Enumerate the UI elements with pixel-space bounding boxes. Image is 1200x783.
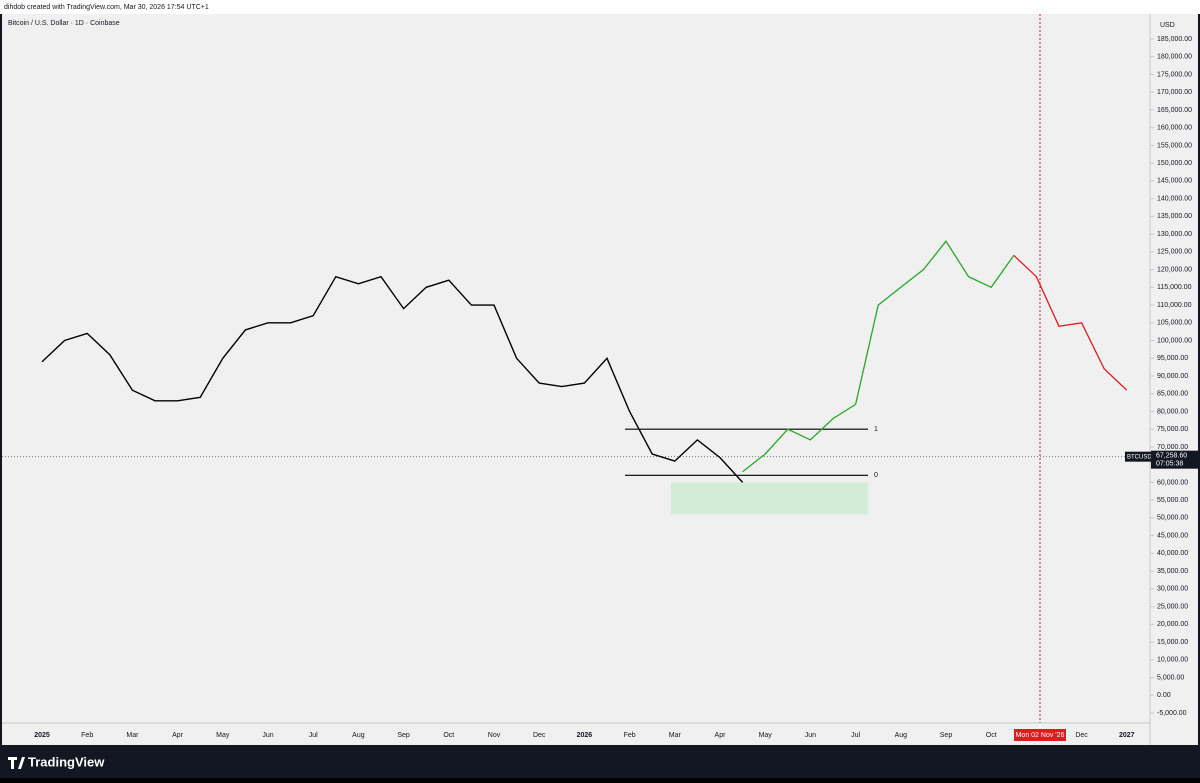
crosshair-label-bg [1014, 729, 1066, 741]
axis-unit: USD [1160, 22, 1175, 29]
x-tick-label: Mar [126, 732, 139, 739]
y-tick-label: 55,000.00 [1157, 497, 1188, 504]
y-tick-label: 180,000.00 [1157, 54, 1192, 61]
x-tick-label: Aug [895, 732, 908, 739]
y-tick-label: 35,000.00 [1157, 568, 1188, 575]
brand: TradingView [8, 754, 105, 769]
y-tick-label: 50,000.00 [1157, 515, 1188, 522]
price-line [41, 275, 744, 483]
y-tick-label: 165,000.00 [1157, 107, 1192, 114]
price-line [1013, 254, 1128, 391]
price-tag-value: 67,258.60 [1156, 453, 1187, 460]
brand-name: TradingView [28, 754, 105, 769]
fib-label: 1 [874, 426, 878, 433]
y-tick-label: 160,000.00 [1157, 125, 1192, 132]
y-tick-label: 45,000.00 [1157, 532, 1188, 539]
price-line [742, 240, 1015, 473]
price-tag-countdown: 07:05:38 [1156, 461, 1183, 468]
y-tick-label: 130,000.00 [1157, 231, 1192, 238]
y-tick-label: 145,000.00 [1157, 178, 1192, 185]
x-tick-label: Jun [805, 732, 816, 739]
x-tick-label: Dec [533, 732, 546, 739]
x-tick-label: Sep [940, 732, 953, 739]
y-tick-label: 40,000.00 [1157, 550, 1188, 557]
x-tick-label: Nov [488, 732, 501, 739]
x-tick-label: Jul [851, 732, 860, 739]
price-tag-name-bg [1125, 451, 1151, 462]
x-tick-label: May [216, 732, 230, 739]
y-tick-label: 100,000.00 [1157, 337, 1192, 344]
target-zone [671, 482, 868, 515]
price-tag-bg [1151, 450, 1200, 469]
plot: 185,000.00180,000.00175,000.00170,000.00… [2, 14, 1200, 741]
symbol-title: Bitcoin / U.S. Dollar · 1D · Coinbase [8, 20, 120, 27]
x-tick-label: 2026 [577, 732, 593, 739]
y-tick-label: 135,000.00 [1157, 213, 1192, 220]
plot-area [2, 14, 1198, 745]
x-tick-label: Dec [1075, 732, 1088, 739]
x-tick-label: 2027 [1119, 732, 1135, 739]
x-tick-label: Feb [81, 732, 93, 739]
y-tick-label: 105,000.00 [1157, 320, 1192, 327]
credit: dihdob created with TradingView.com, Mar… [4, 4, 209, 11]
x-tick-label: Jul [309, 732, 318, 739]
y-tick-label: 30,000.00 [1157, 586, 1188, 593]
y-tick-label: 140,000.00 [1157, 195, 1192, 202]
y-tick-label: 175,000.00 [1157, 71, 1192, 78]
x-tick-label: 2025 [34, 732, 50, 739]
x-tick-label: Mar [669, 732, 682, 739]
y-tick-label: 80,000.00 [1157, 408, 1188, 415]
y-tick-label: 60,000.00 [1157, 479, 1188, 486]
x-tick-label: Aug [352, 732, 365, 739]
crosshair-label: Mon 02 Nov '26 [1016, 732, 1065, 739]
y-tick-label: 10,000.00 [1157, 657, 1188, 664]
x-tick-label: Oct [986, 732, 997, 739]
y-tick-label: 90,000.00 [1157, 373, 1188, 380]
y-tick-label: 20,000.00 [1157, 621, 1188, 628]
header-bar [0, 0, 1200, 14]
y-tick-label: 95,000.00 [1157, 355, 1188, 362]
x-tick-label: May [759, 732, 773, 739]
y-tick-label: 85,000.00 [1157, 391, 1188, 398]
price-tag-name: BTCUSD [1127, 454, 1152, 460]
y-tick-label: 75,000.00 [1157, 426, 1188, 433]
x-tick-label: Feb [624, 732, 636, 739]
y-tick-label: -5,000.00 [1157, 710, 1187, 717]
fib-label: 0 [874, 472, 878, 479]
y-tick-label: 15,000.00 [1157, 639, 1188, 646]
y-tick-label: 120,000.00 [1157, 266, 1192, 273]
x-tick-label: Apr [172, 732, 184, 739]
y-tick-label: 155,000.00 [1157, 142, 1192, 149]
y-tick-label: 125,000.00 [1157, 249, 1192, 256]
y-tick-label: 0.00 [1157, 692, 1171, 699]
y-tick-label: 150,000.00 [1157, 160, 1192, 167]
x-tick-label: Sep [397, 732, 410, 739]
logo [8, 757, 25, 769]
y-tick-label: 110,000.00 [1157, 302, 1192, 309]
x-tick-label: Apr [715, 732, 727, 739]
x-tick-label: Jun [262, 732, 273, 739]
y-tick-label: 5,000.00 [1157, 674, 1184, 681]
x-tick-label: Oct [443, 732, 454, 739]
y-tick-label: 115,000.00 [1157, 284, 1192, 291]
y-tick-label: 25,000.00 [1157, 603, 1188, 610]
y-tick-label: 70,000.00 [1157, 444, 1188, 451]
y-tick-label: 185,000.00 [1157, 36, 1192, 43]
y-tick-label: 170,000.00 [1157, 89, 1192, 96]
